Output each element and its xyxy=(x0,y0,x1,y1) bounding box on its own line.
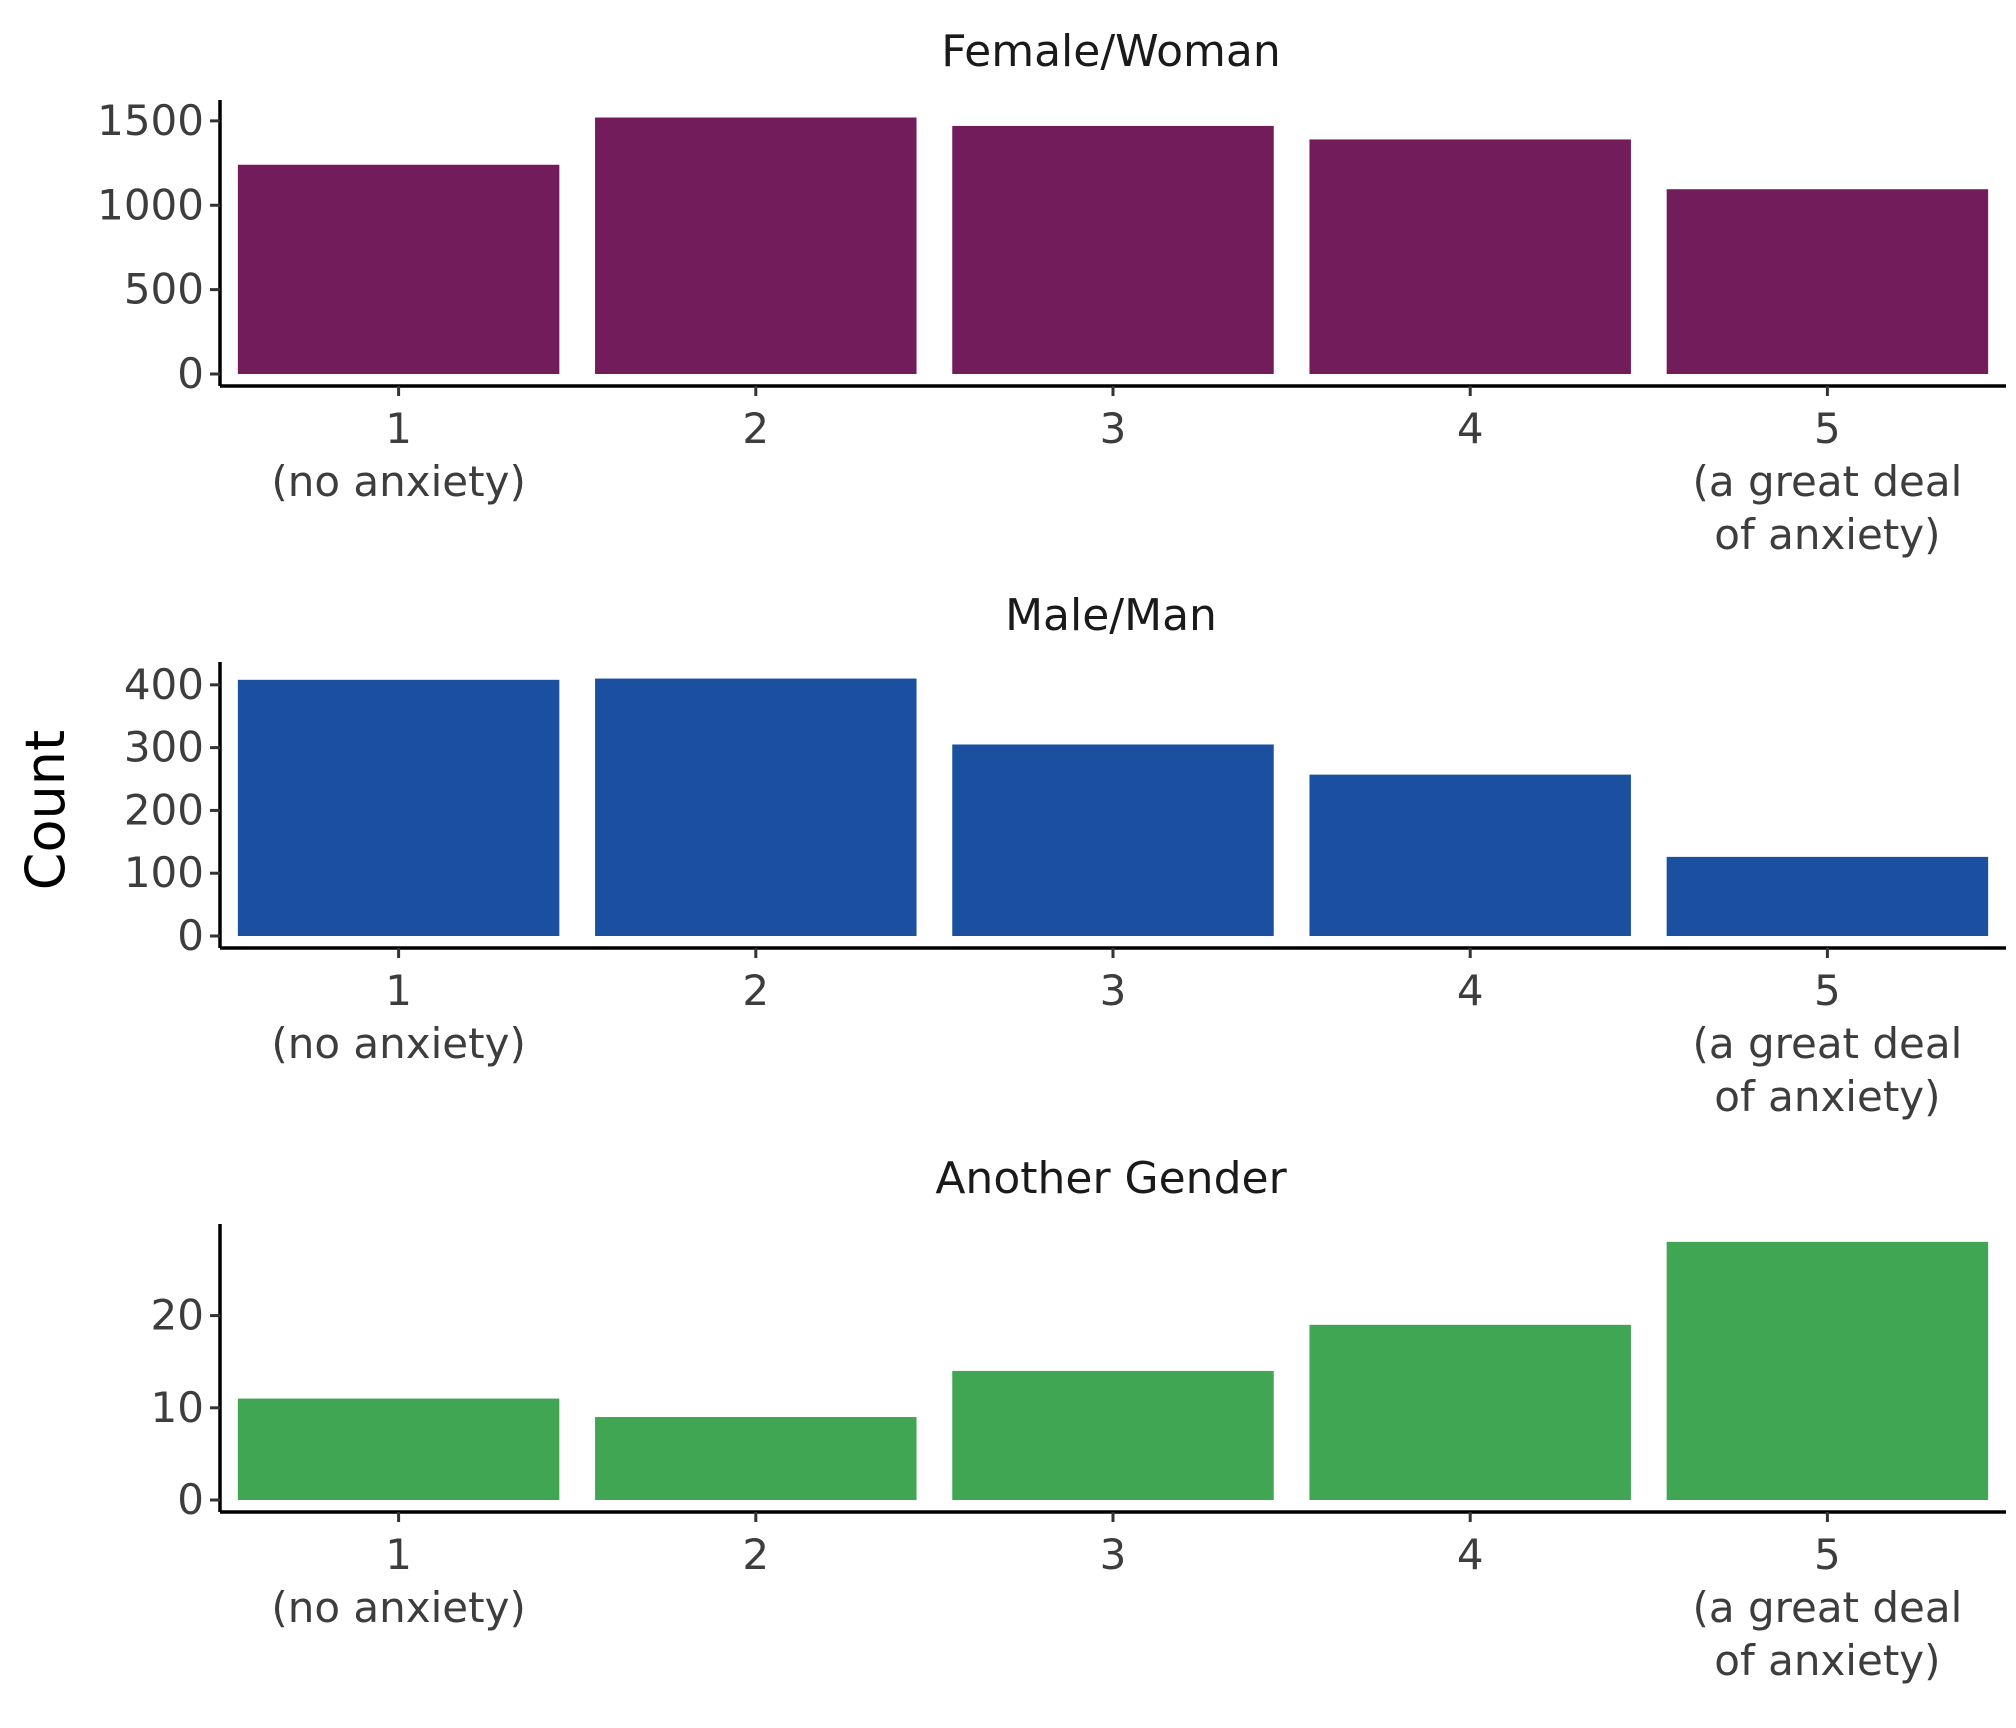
bar xyxy=(1666,1241,1989,1500)
y-tick-label: 1000 xyxy=(97,180,204,229)
x-tick-label: (no anxiety) xyxy=(271,1019,525,1068)
x-tick-label: 3 xyxy=(1100,966,1127,1015)
x-tick-label: 4 xyxy=(1457,404,1484,453)
x-tick-label: 1 xyxy=(385,966,412,1015)
bar xyxy=(1309,139,1631,374)
bar xyxy=(952,744,1274,936)
y-tick-label: 0 xyxy=(177,1475,204,1524)
y-axis-title: Count xyxy=(14,730,77,890)
bar xyxy=(595,117,917,374)
bar xyxy=(237,1398,560,1500)
y-tick-label: 500 xyxy=(124,265,204,314)
x-tick-label: 3 xyxy=(1100,1530,1127,1579)
x-tick-label: 5 xyxy=(1814,1530,1841,1579)
x-tick-label: of anxiety) xyxy=(1714,1072,1940,1121)
x-tick-label: (no anxiety) xyxy=(271,1583,525,1632)
bar xyxy=(237,164,560,374)
x-tick-label: (a great deal xyxy=(1693,1019,1963,1068)
x-tick-label: (a great deal xyxy=(1693,457,1963,506)
y-tick-label: 1500 xyxy=(97,96,204,145)
panel-2: Male/Man 0 100 200 300 400 1(no anxiety) 2 3 4 5(a… xyxy=(124,590,2006,1121)
y-tick-label: 400 xyxy=(124,660,204,709)
bar xyxy=(952,125,1274,374)
panel-title: Another Gender xyxy=(935,1153,1287,1204)
y-tick-label: 300 xyxy=(124,723,204,772)
panel-3: Another Gender 0 10 20 1(no anxiety) 2 3 4 5(a g… xyxy=(151,1153,2006,1685)
bar xyxy=(595,1417,917,1500)
x-tick-label: (a great deal xyxy=(1693,1583,1963,1632)
y-tick-label: 20 xyxy=(151,1291,204,1340)
x-tick-label: 2 xyxy=(742,404,769,453)
y-tick-label: 0 xyxy=(177,911,204,960)
panel-title: Male/Man xyxy=(1005,590,1217,641)
x-tick-label: of anxiety) xyxy=(1714,1636,1940,1685)
x-tick-label: 5 xyxy=(1814,404,1841,453)
x-tick-label: 1 xyxy=(385,404,412,453)
x-tick-label: of anxiety) xyxy=(1714,510,1940,559)
x-tick-label: 1 xyxy=(385,1530,412,1579)
x-tick-label: 4 xyxy=(1457,1530,1484,1579)
bar xyxy=(952,1370,1274,1500)
bar xyxy=(1666,189,1989,374)
x-tick-label: (no anxiety) xyxy=(271,457,525,506)
y-tick-label: 200 xyxy=(124,785,204,834)
bar xyxy=(1309,1324,1631,1500)
bar xyxy=(1309,774,1631,936)
bar xyxy=(595,678,917,936)
x-tick-label: 2 xyxy=(742,1530,769,1579)
bar xyxy=(1666,856,1989,936)
y-tick-label: 100 xyxy=(124,848,204,897)
x-tick-label: 5 xyxy=(1814,966,1841,1015)
x-tick-label: 4 xyxy=(1457,966,1484,1015)
x-tick-label: 2 xyxy=(742,966,769,1015)
panel-title: Female/Woman xyxy=(941,26,1280,77)
y-tick-label: 0 xyxy=(177,349,204,398)
panel-1: Female/Woman 0 500 1000 1500 1(no anxiety) 2 3 4… xyxy=(97,26,2006,559)
bar xyxy=(237,679,560,936)
y-tick-label: 10 xyxy=(151,1383,204,1432)
x-tick-label: 3 xyxy=(1100,404,1127,453)
